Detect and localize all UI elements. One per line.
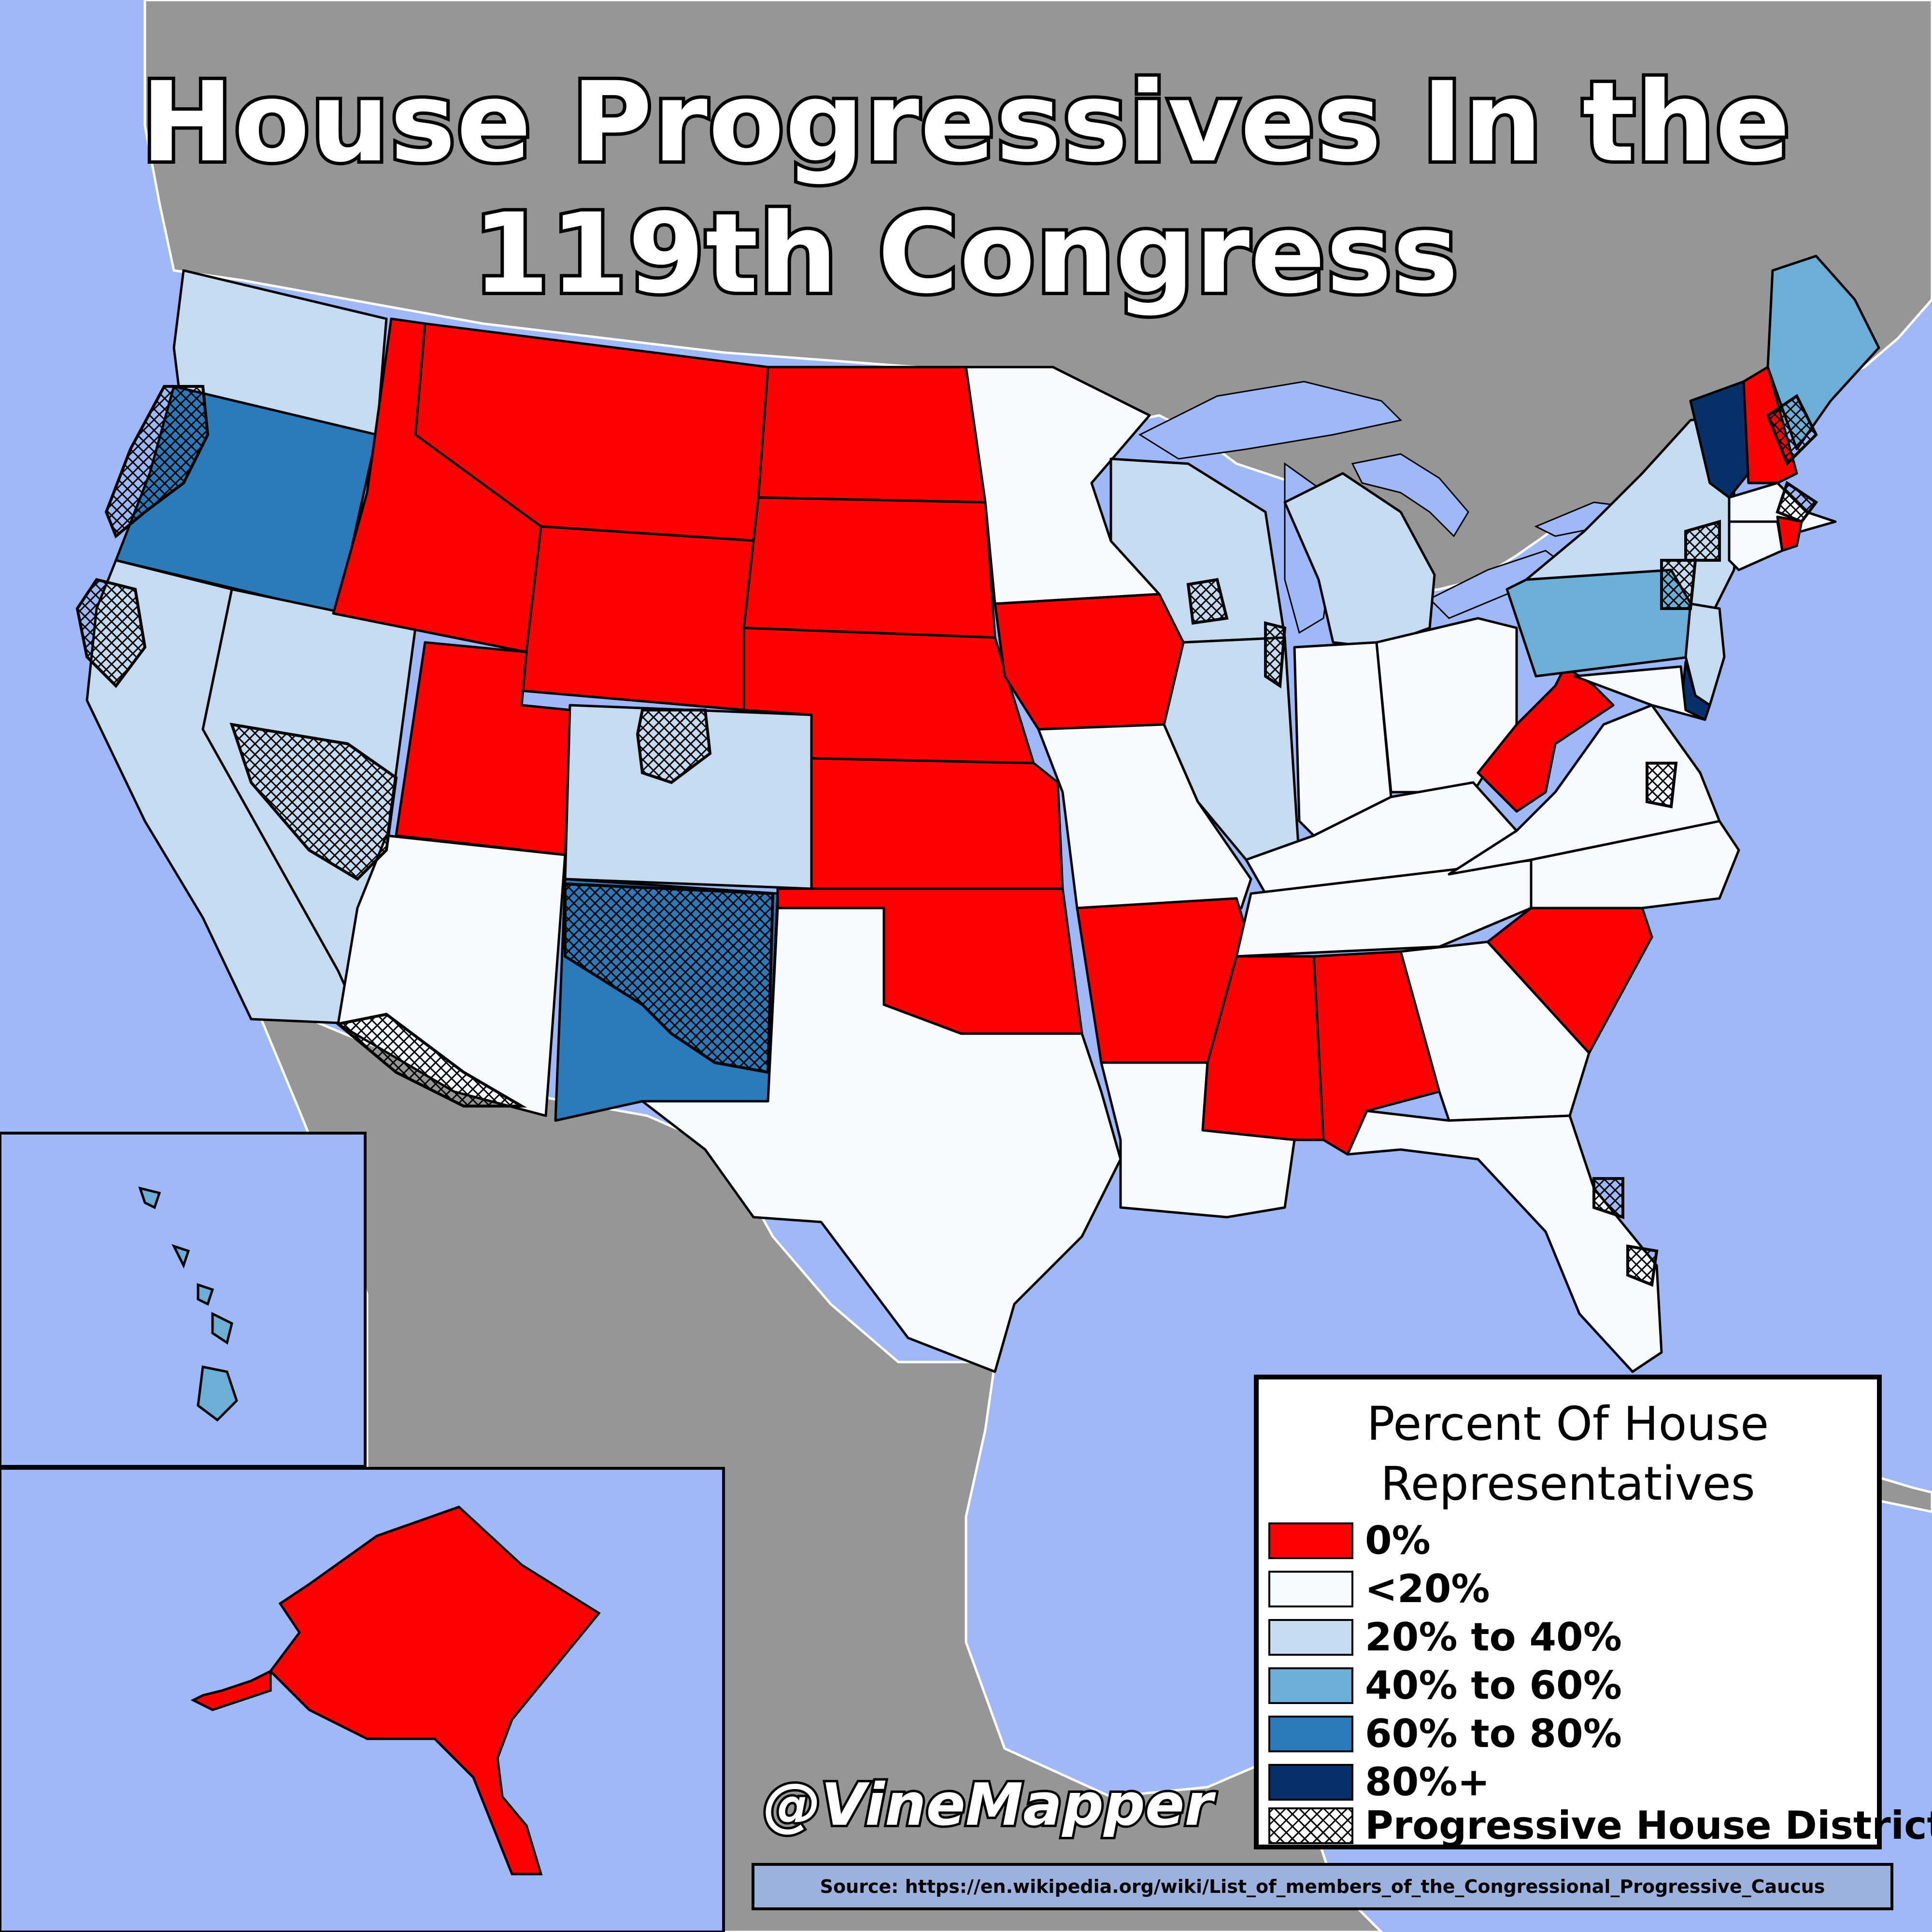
- state-MD: [1573, 665, 1706, 721]
- legend-title-line-1: Percent Of House: [1366, 1397, 1769, 1451]
- legend-label-60-80pct: 60% to 80%: [1365, 1711, 1622, 1756]
- state-HI: [138, 1186, 238, 1422]
- hawaii-inset: [0, 1132, 367, 1468]
- state-WV: [1477, 665, 1615, 813]
- legend-label-20-40pct: 20% to 40%: [1365, 1615, 1622, 1660]
- legend-swatch-80pct-plus: [1268, 1764, 1353, 1801]
- legend-title-line-2: Representatives: [1380, 1457, 1755, 1511]
- alaska-inset: [0, 1467, 725, 1932]
- map-title-line-1: House Progressives In the: [138, 55, 1793, 190]
- state-SC: [1486, 907, 1653, 1054]
- legend-label-80pct-plus: 80%+: [1365, 1760, 1490, 1804]
- legend-label-progressive-district: Progressive House District: [1365, 1803, 1932, 1848]
- legend: Percent Of House Representatives 0% <20%…: [1254, 1375, 1932, 1849]
- legend-label-0pct: 0%: [1365, 1518, 1431, 1563]
- legend-label-40-60pct: 40% to 60%: [1365, 1663, 1622, 1708]
- legend-item-progressive-district: Progressive House District: [1268, 1804, 1932, 1847]
- state-ND: [757, 366, 987, 504]
- source-citation: Source: https://en.wikipedia.org/wiki/Li…: [752, 1863, 1893, 1910]
- state-TX: [641, 907, 1122, 1373]
- legend-label-under-20pct: <20%: [1365, 1566, 1490, 1611]
- state-MI: [1283, 472, 1436, 649]
- state-VT: [1689, 380, 1750, 499]
- state-AK: [190, 1506, 601, 1875]
- state-RI: [1776, 515, 1803, 552]
- state-FL: [1346, 1109, 1663, 1373]
- legend-item-20-40pct: 20% to 40%: [1268, 1616, 1877, 1659]
- author-handle: @VineMapper: [761, 1769, 1215, 1841]
- map-title-line-2: 119th Congress: [469, 186, 1462, 321]
- legend-item-60-80pct: 60% to 80%: [1268, 1713, 1877, 1755]
- progressive-districts: [75, 385, 1818, 1287]
- legend-swatch-60-80pct: [1268, 1716, 1353, 1752]
- legend-title: Percent Of House Representatives: [1259, 1394, 1877, 1514]
- state-CT: [1728, 520, 1784, 571]
- state-KS: [810, 757, 1064, 890]
- legend-item-0pct: 0%: [1268, 1520, 1877, 1562]
- legend-item-40-60pct: 40% to 60%: [1268, 1664, 1877, 1707]
- legend-swatch-under-20pct: [1268, 1571, 1353, 1607]
- legend-item-under-20pct: <20%: [1268, 1568, 1877, 1610]
- legend-swatch-crosshatch: [1268, 1807, 1353, 1844]
- legend-swatch-40-60pct: [1268, 1667, 1353, 1704]
- state-SD: [742, 496, 996, 639]
- legend-item-80pct-plus: 80%+: [1268, 1761, 1877, 1804]
- legend-swatch-0pct: [1268, 1522, 1353, 1559]
- legend-swatch-20-40pct: [1268, 1619, 1353, 1656]
- state-WY: [520, 525, 760, 711]
